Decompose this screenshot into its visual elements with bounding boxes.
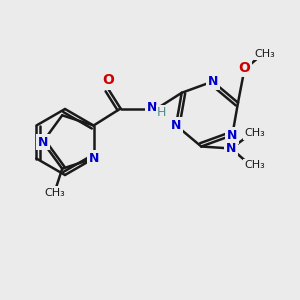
Text: N: N (146, 101, 157, 114)
Text: CH₃: CH₃ (244, 160, 265, 170)
Text: N: N (227, 129, 238, 142)
Text: N: N (88, 152, 99, 165)
Text: O: O (238, 61, 250, 75)
Text: CH₃: CH₃ (255, 49, 275, 59)
Text: N: N (38, 136, 48, 148)
Text: CH₃: CH₃ (44, 188, 65, 197)
Text: N: N (171, 119, 181, 132)
Text: CH₃: CH₃ (244, 128, 265, 139)
Text: O: O (103, 74, 115, 88)
Text: H: H (157, 106, 166, 119)
Text: N: N (226, 142, 236, 155)
Text: N: N (208, 75, 218, 88)
